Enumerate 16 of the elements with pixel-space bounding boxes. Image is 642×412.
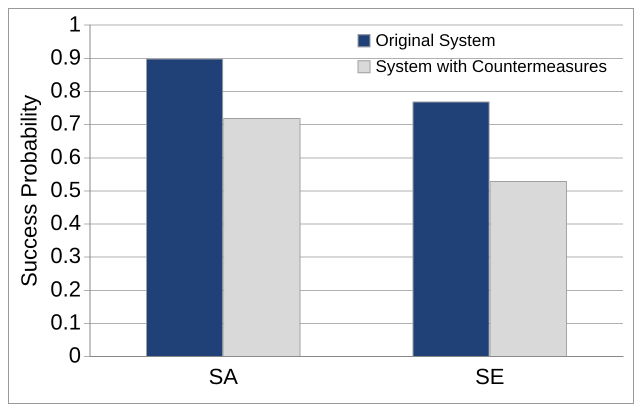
x-tick-label: SE xyxy=(475,364,504,389)
y-tick-label: 0.5 xyxy=(50,176,81,202)
y-tick-label: 0.2 xyxy=(50,276,81,302)
y-tick-label: 0.1 xyxy=(50,310,81,335)
y-tick-label: 0.9 xyxy=(50,44,81,70)
y-axis-title: Success Probability xyxy=(16,94,42,287)
y-tick-label: 0.8 xyxy=(50,78,81,103)
legend-label: Original System xyxy=(376,30,496,50)
y-tick-label: 0.3 xyxy=(50,243,81,268)
y-tick-label: 0.4 xyxy=(50,210,81,236)
y-tick-label: 0 xyxy=(68,342,81,368)
y-tick-label: 1 xyxy=(68,11,81,36)
y-tick-label: 0.7 xyxy=(50,110,81,136)
y-tick-label: 0.6 xyxy=(50,144,81,169)
x-tick-label: SA xyxy=(208,364,238,389)
legend-label: System with Countermeasures xyxy=(376,56,608,76)
